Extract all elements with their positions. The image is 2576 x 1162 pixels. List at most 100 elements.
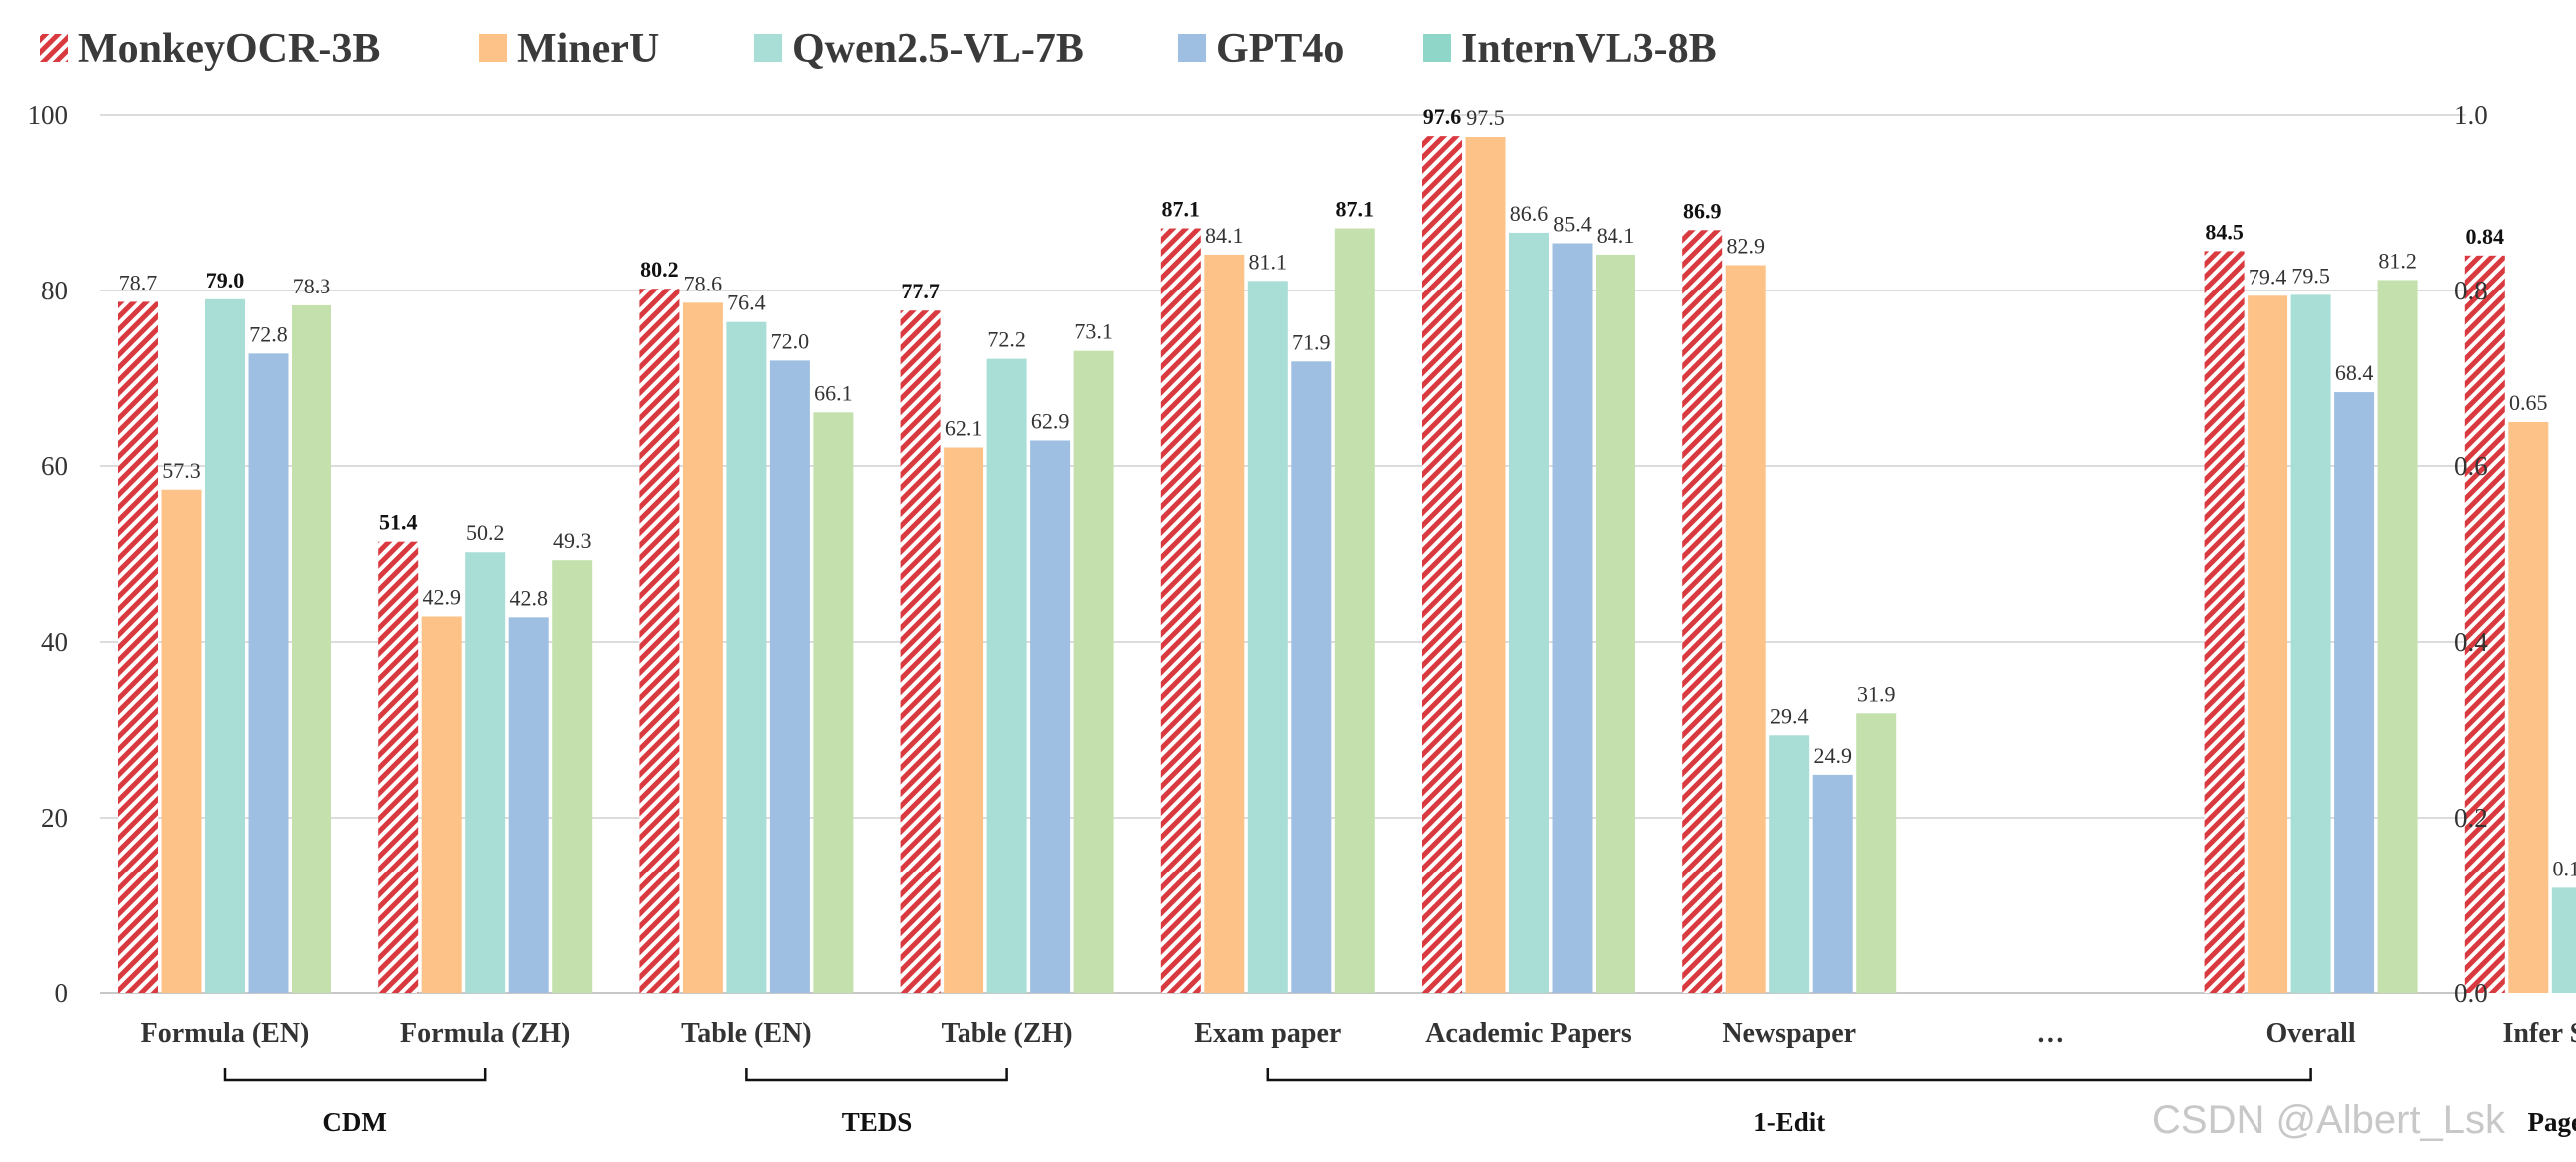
value-label: 62.1	[945, 416, 983, 441]
bar-internvl3-8b-newspaper	[1856, 713, 1897, 993]
category-label-academic-papers: Academic Papers	[1425, 1018, 1632, 1049]
legend-label-internvl3-8b: InternVL3-8B	[1461, 26, 1717, 72]
value-label: 84.5	[2205, 219, 2244, 244]
legend-swatch-mineru	[479, 34, 507, 62]
value-label: 81.2	[2378, 248, 2417, 273]
bar-internvl3-8b-table-en	[813, 412, 854, 993]
bar-internvl3-8b-formula-zh	[552, 560, 593, 993]
group-label-cdm: CDM	[322, 1107, 386, 1137]
bar-gpt4o-table-zh	[1030, 440, 1071, 994]
value-label: 49.3	[553, 528, 592, 553]
bar-qwen2-5-vl-7b-table-zh	[986, 358, 1027, 993]
y-tick-label: 20	[41, 803, 68, 833]
value-label: 50.2	[466, 520, 505, 545]
value-label: 68.4	[2335, 360, 2374, 385]
bar-qwen2-5-vl-7b-formula-zh	[465, 552, 506, 993]
category-label-exam-paper: Exam paper	[1194, 1018, 1341, 1049]
value-labels: 78.7 57.3 79.0 72.878.3 51.4 42.9 50.2 42.8 49.3…	[119, 104, 2576, 880]
legend-label-mineru: MinerU	[517, 26, 659, 72]
legend-label-qwen2-5-vl-7b: Qwen2.5-VL-7B	[792, 26, 1084, 72]
category-label-newspaper: Newspaper	[1722, 1018, 1856, 1049]
y2-tick-label: 0.4	[2454, 627, 2488, 657]
bar-monkeyocr-3b-table-en	[639, 289, 680, 993]
value-label: 87.1	[1162, 197, 1201, 222]
bar-gpt4o-table-en	[769, 360, 810, 993]
value-label: 0.12	[2553, 856, 2576, 880]
bar-internvl3-8b-overall	[2377, 280, 2418, 993]
value-label: 76.4	[727, 290, 766, 315]
value-label: 78.3	[293, 274, 331, 298]
axes: 0 0.0 20 0.2 40 0.4 60 0.6 80 0.8 100 1.0 Formula (E…	[28, 100, 2576, 1049]
value-label: 79.0	[206, 268, 245, 292]
value-label: 73.1	[1074, 319, 1113, 344]
bar-monkeyocr-3b-newspaper	[1682, 230, 1723, 993]
value-label: 79.5	[2291, 263, 2330, 288]
bar-qwen2-5-vl-7b-overall	[2290, 294, 2331, 993]
bar-mineru-exam-paper	[1204, 254, 1245, 994]
y-tick-label: 0	[55, 978, 69, 1008]
bar-monkeyocr-3b-table-zh	[900, 310, 941, 993]
bar-internvl3-8b-table-zh	[1073, 350, 1114, 994]
value-label: 31.9	[1857, 681, 1896, 706]
y-tick-label: 100	[28, 100, 69, 130]
bar-gpt4o-formula-en	[248, 353, 289, 993]
bar-monkeyocr-3b-formula-zh	[378, 541, 419, 993]
value-label: 42.9	[422, 584, 461, 609]
group-brackets: CDM TEDS 1-Edit Pages/S	[223, 1068, 2576, 1137]
value-label: 29.4	[1770, 703, 1809, 728]
y2-tick-label: 0.2	[2454, 803, 2488, 833]
value-label: 57.3	[162, 458, 201, 483]
bar-gpt4o-overall	[2334, 392, 2375, 994]
value-label: 86.9	[1683, 198, 1722, 223]
bar-mineru-table-en	[682, 302, 723, 993]
y-tick-label: 80	[41, 276, 68, 305]
category-label-item: …	[2036, 1018, 2064, 1049]
legend-swatch-internvl3-8b	[1423, 34, 1451, 62]
bar-mineru-formula-zh	[421, 616, 462, 993]
bar-qwen2-5-vl-7b-infer-speed	[2551, 887, 2576, 993]
value-label: 62.9	[1031, 408, 1070, 433]
bar-gpt4o-formula-zh	[508, 617, 549, 993]
category-label-table-zh: Table (ZH)	[942, 1018, 1073, 1049]
legend-swatch-qwen2-5-vl-7b	[754, 34, 782, 62]
bar-monkeyocr-3b-formula-en	[118, 301, 158, 993]
legend-swatch-monkeyocr-3b	[40, 34, 68, 62]
bar-mineru-infer-speed	[2508, 422, 2549, 993]
watermark: CSDN @Albert_Lsk	[2152, 1098, 2506, 1142]
value-label: 84.1	[1597, 223, 1635, 248]
value-label: 66.1	[814, 380, 853, 405]
legend: MonkeyOCR-3B MinerU Qwen2.5-VL-7B GPT4o Inte…	[40, 26, 1717, 72]
group-label-pages-s: Pages/S	[2528, 1107, 2576, 1137]
y2-tick-label: 0.6	[2454, 451, 2488, 481]
value-label: 77.7	[901, 279, 940, 303]
group-bracket-cdm	[223, 1068, 487, 1082]
value-label: 0.84	[2466, 224, 2505, 249]
value-label: 78.6	[684, 271, 723, 295]
category-label-formula-zh: Formula (ZH)	[400, 1018, 570, 1049]
legend-label-gpt4o: GPT4o	[1216, 26, 1344, 72]
bar-qwen2-5-vl-7b-formula-en	[205, 298, 245, 993]
bars	[118, 136, 2576, 994]
value-label: 80.2	[640, 257, 679, 282]
y2-tick-label: 0.8	[2454, 276, 2488, 305]
value-label: 0.65	[2509, 390, 2548, 415]
bar-internvl3-8b-formula-en	[292, 304, 331, 994]
bar-gpt4o-exam-paper	[1291, 361, 1332, 993]
value-label: 87.1	[1336, 197, 1375, 222]
value-label: 72.8	[249, 321, 288, 346]
category-label-table-en: Table (EN)	[681, 1018, 811, 1049]
bar-gpt4o-academic-papers	[1552, 243, 1593, 994]
value-label: 85.4	[1553, 211, 1592, 236]
bar-mineru-table-zh	[944, 447, 984, 993]
value-label: 78.7	[119, 270, 158, 294]
value-label: 24.9	[1813, 743, 1852, 768]
value-label: 72.2	[987, 327, 1026, 352]
group-bracket-1-edit	[1266, 1068, 2312, 1082]
group-label-1-edit: 1-Edit	[1753, 1107, 1825, 1137]
bar-mineru-overall	[2248, 295, 2288, 993]
bar-monkeyocr-3b-exam-paper	[1160, 228, 1201, 993]
bar-qwen2-5-vl-7b-academic-papers	[1509, 232, 1549, 994]
category-label-overall: Overall	[2265, 1018, 2355, 1049]
bar-monkeyocr-3b-infer-speed	[2464, 255, 2505, 994]
